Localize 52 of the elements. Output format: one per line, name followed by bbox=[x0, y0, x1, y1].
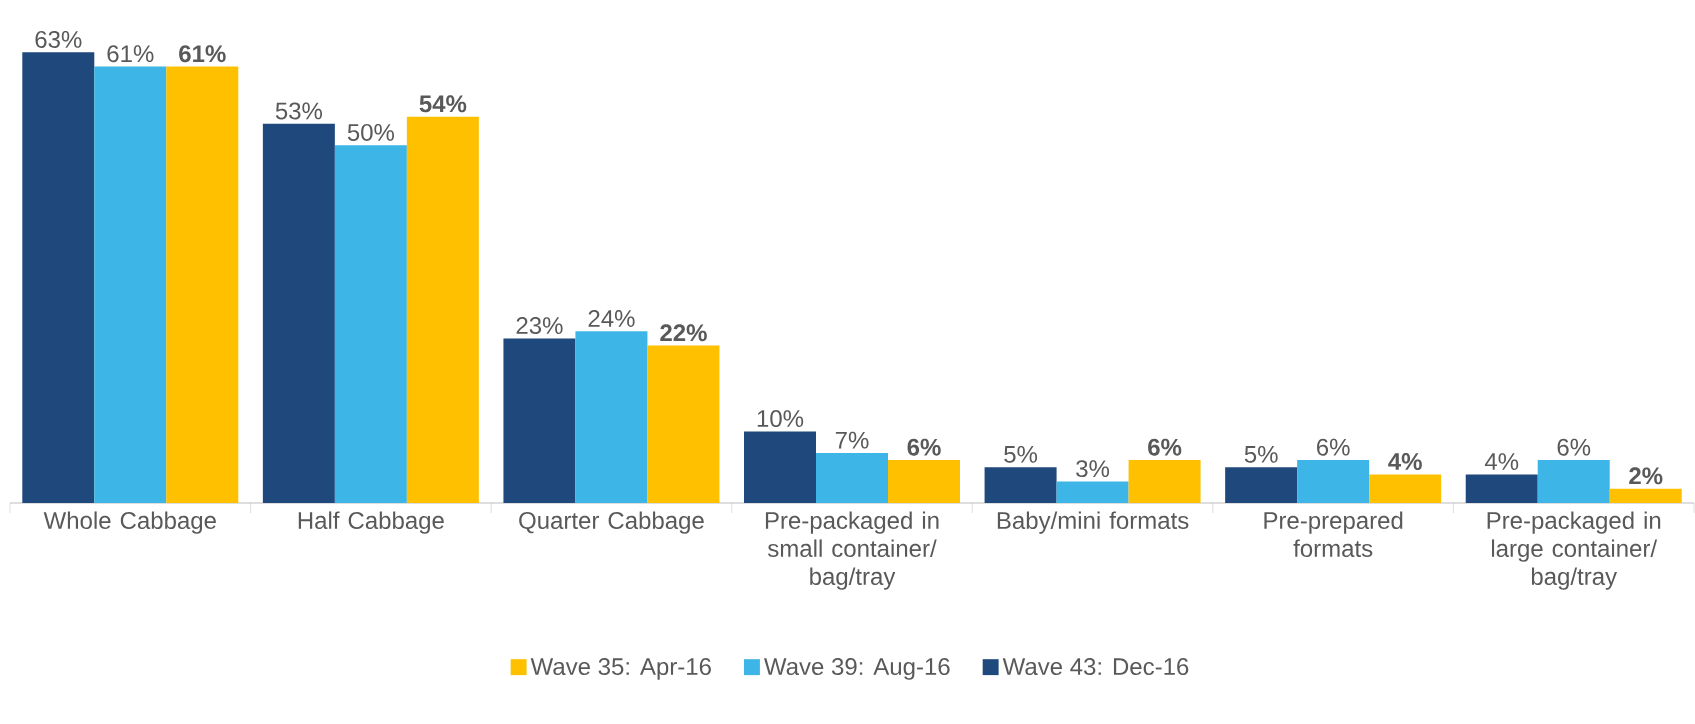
data-label: 6% bbox=[1148, 438, 1182, 456]
bar bbox=[22, 52, 95, 503]
data-label: 22% bbox=[660, 324, 707, 342]
x-tick-label: Whole Cabbage bbox=[43, 511, 216, 534]
bar bbox=[1297, 460, 1370, 503]
legend-label: Wave 35: Apr-16 bbox=[530, 658, 711, 680]
data-label: 5% bbox=[1244, 445, 1278, 463]
data-label: 7% bbox=[835, 431, 869, 449]
data-label: 54% bbox=[419, 95, 467, 113]
data-label: 4% bbox=[1388, 453, 1422, 470]
data-label: 24% bbox=[588, 310, 635, 327]
bar bbox=[888, 460, 961, 503]
data-label: 5% bbox=[1004, 445, 1038, 463]
data-label: 61% bbox=[179, 45, 226, 63]
bar bbox=[1537, 460, 1610, 503]
x-tick-label: Pre-packaged in small container/ bag/tray bbox=[765, 511, 939, 590]
bar bbox=[503, 338, 576, 503]
bar bbox=[334, 145, 407, 503]
x-tick-label: Baby/mini formats bbox=[997, 511, 1189, 534]
x-tick-label: Pre-packaged in large container/ bag/tray bbox=[1487, 511, 1661, 590]
bar bbox=[262, 123, 335, 503]
bar bbox=[1056, 481, 1129, 503]
bar bbox=[1465, 474, 1538, 503]
bar bbox=[744, 431, 817, 503]
bar bbox=[1225, 467, 1298, 503]
bar bbox=[1128, 460, 1201, 503]
bar bbox=[575, 331, 648, 503]
data-label: 3% bbox=[1076, 460, 1110, 478]
bar bbox=[647, 345, 720, 503]
bar bbox=[1369, 474, 1442, 503]
bar bbox=[166, 66, 239, 503]
data-label: 6% bbox=[1557, 438, 1591, 456]
bar bbox=[1609, 488, 1682, 503]
bar bbox=[94, 66, 167, 503]
data-label: 61% bbox=[107, 45, 154, 63]
bar bbox=[406, 116, 479, 503]
data-label: 50% bbox=[347, 123, 395, 141]
data-label: 23% bbox=[516, 317, 563, 335]
data-label: 10% bbox=[757, 410, 804, 428]
legend-label: Wave 43: Dec-16 bbox=[1002, 658, 1189, 676]
data-label: 53% bbox=[275, 102, 323, 120]
data-label: 6% bbox=[907, 438, 941, 456]
x-tick-label: Quarter Cabbage bbox=[519, 511, 704, 534]
data-label: 6% bbox=[1317, 438, 1350, 456]
legend-label: Wave 39: Aug-16 bbox=[764, 658, 950, 680]
data-label: 2% bbox=[1629, 467, 1663, 485]
bar bbox=[984, 467, 1057, 503]
bar bbox=[816, 452, 889, 503]
data-label: 4% bbox=[1484, 453, 1519, 470]
x-tick-label: Half Cabbage bbox=[298, 511, 444, 534]
x-tick-label: Pre-prepared formats bbox=[1264, 511, 1403, 558]
data-label: 63% bbox=[35, 30, 82, 48]
